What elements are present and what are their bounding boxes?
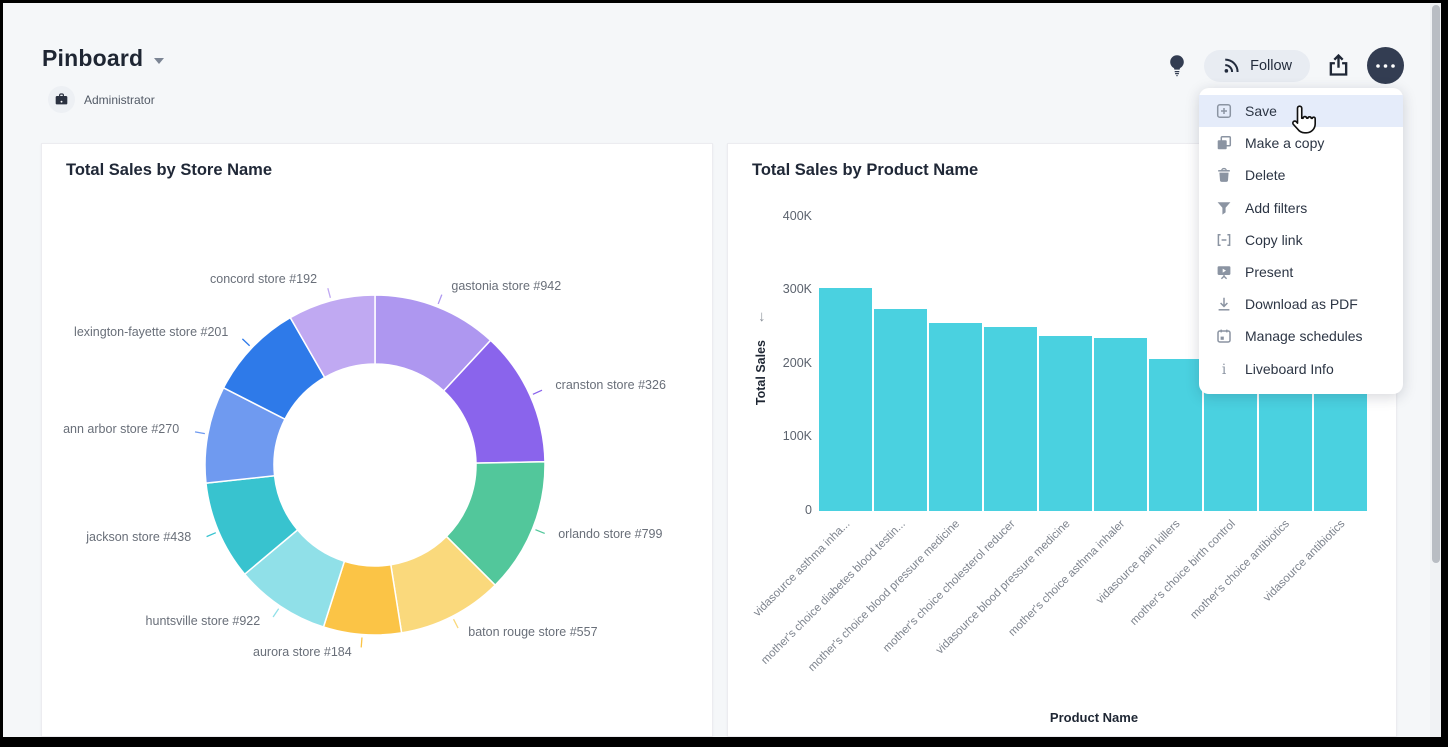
pie-label-connector: [272, 608, 280, 618]
donut-chart: gastonia store #942 cranston store #326 or…: [42, 144, 712, 736]
briefcase-icon: [55, 93, 68, 105]
calendar-icon: [1216, 328, 1232, 344]
pie-label-connector: [206, 532, 217, 538]
pie-label: ann arbor store #270: [63, 421, 180, 436]
x-axis-label: mother's choice asthma inhaler: [1006, 518, 1128, 639]
bar-chart: ↓ Total Sales Product Name 0 100K 200K 300K…: [728, 144, 1396, 736]
insights-button[interactable]: [1165, 53, 1189, 79]
avatar: [48, 86, 75, 113]
ellipsis-icon: [1376, 63, 1395, 68]
sort-descending-icon[interactable]: ↓: [758, 308, 766, 325]
pie-label-connector: [327, 288, 332, 299]
y-axis-tick: 100K: [782, 429, 812, 444]
context-menu: Save Make a copy Delete Add filters Copy…: [1199, 88, 1403, 394]
pie-label: huntsville store #922: [145, 613, 261, 628]
copy-icon: [1216, 135, 1232, 151]
y-axis-tick: 400K: [782, 208, 812, 223]
share-icon: [1329, 53, 1348, 76]
chevron-down-icon[interactable]: [154, 57, 165, 64]
menu-item-delete[interactable]: Delete: [1199, 159, 1403, 191]
menu-item-liveboard-info[interactable]: i Liveboard Info: [1199, 353, 1403, 385]
bar[interactable]: [1314, 374, 1367, 511]
follow-button[interactable]: Follow: [1204, 49, 1310, 82]
menu-item-copy-link[interactable]: Copy link: [1199, 224, 1403, 256]
page-title: Pinboard: [42, 45, 144, 71]
lightbulb-icon: [1170, 54, 1184, 76]
menu-item-add-filters[interactable]: Add filters: [1199, 192, 1403, 224]
y-axis-tick: 300K: [782, 282, 812, 297]
menu-item-make-a-copy[interactable]: Make a copy: [1199, 127, 1403, 159]
pie-label-connector: [452, 618, 459, 629]
pie-label: orlando store #799: [558, 527, 663, 542]
filter-icon: [1216, 200, 1232, 216]
pie-label: cranston store #326: [555, 378, 666, 393]
y-axis-title: Total Sales: [754, 340, 768, 406]
info-icon: i: [1216, 361, 1232, 377]
bar[interactable]: [819, 287, 872, 511]
bar[interactable]: [1094, 337, 1147, 511]
pie-label-connector: [360, 637, 363, 648]
x-axis-title: Product Name: [1049, 710, 1139, 725]
present-icon: [1216, 264, 1232, 280]
card-title: Total Sales by Product Name: [752, 161, 979, 179]
menu-item-manage-schedules[interactable]: Manage schedules: [1199, 320, 1403, 352]
scrollbar-thumb[interactable]: [1431, 5, 1440, 563]
save-icon: [1216, 103, 1232, 119]
y-axis-tick: 0: [805, 503, 812, 517]
svg-text:i: i: [1222, 362, 1227, 377]
header-actions: Follow: [1165, 47, 1404, 84]
pie-label: jackson store #438: [86, 530, 192, 545]
app-window: Pinboard Administrator Follow: [3, 3, 1441, 737]
download-icon: [1216, 296, 1232, 312]
link-icon: [1216, 232, 1232, 248]
header: Pinboard: [42, 45, 165, 72]
donut-chart-svg: [194, 288, 546, 648]
pie-label: lexington-fayette store #201: [74, 325, 229, 340]
pie-label-connector: [194, 431, 205, 435]
pie-label: aurora store #184: [253, 645, 352, 660]
y-axis-tick: 200K: [782, 355, 812, 370]
bar[interactable]: [929, 322, 982, 511]
bar[interactable]: [874, 309, 927, 511]
x-axis-label: mother's choice birth control: [1127, 518, 1238, 628]
bar[interactable]: [1039, 335, 1092, 511]
scrollbar[interactable]: [1430, 3, 1441, 737]
trash-icon: [1216, 167, 1232, 183]
x-axis-label: mother's choice antibiotics: [1188, 518, 1293, 622]
card-title: Total Sales by Store Name: [66, 161, 273, 179]
owner: Administrator: [48, 86, 155, 113]
cursor-pointer: [1292, 105, 1316, 134]
card-store-sales: Total Sales by Store Name gastonia store…: [41, 143, 713, 737]
pie-label: concord store #192: [210, 272, 318, 287]
follow-label: Follow: [1250, 57, 1292, 74]
pie-label: gastonia store #942: [451, 279, 562, 294]
x-axis-label: vidasource asthma inha...: [751, 518, 853, 620]
rss-icon: [1224, 58, 1239, 73]
share-button[interactable]: [1325, 52, 1352, 79]
menu-item-present[interactable]: Present: [1199, 256, 1403, 288]
pie-label-connector: [437, 294, 443, 305]
donut-slice[interactable]: [289, 294, 376, 379]
bar[interactable]: [984, 326, 1037, 511]
pie-label-connector: [535, 529, 545, 535]
owner-name: Administrator: [84, 92, 155, 107]
menu-item-download-as-pdf[interactable]: Download as PDF: [1199, 288, 1403, 320]
bar[interactable]: [1149, 359, 1202, 511]
pie-label-connector: [241, 338, 251, 347]
more-menu-button[interactable]: [1367, 47, 1404, 84]
pie-label: baton rouge store #557: [468, 625, 598, 640]
pie-label-connector: [532, 389, 543, 395]
